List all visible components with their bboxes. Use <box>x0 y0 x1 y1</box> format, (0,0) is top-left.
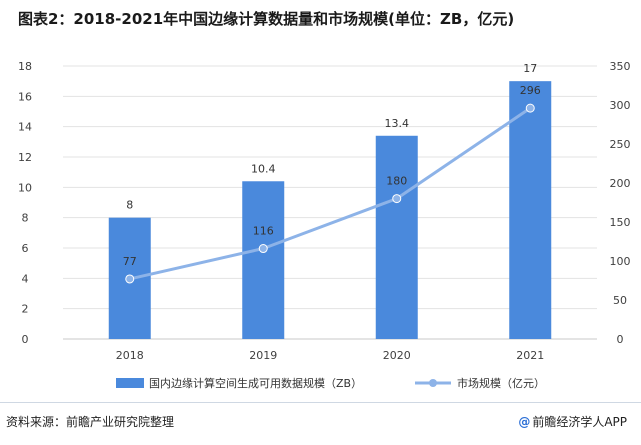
bar-data-label: 17 <box>523 62 537 75</box>
legend-line-marker <box>429 379 437 387</box>
legend-bar-label: 国内边缘计算空间生成可用数据规模（ZB） <box>149 376 362 390</box>
bar <box>509 81 552 340</box>
bar-data-label: 8 <box>126 199 133 212</box>
y-right-tick-label: 200 <box>610 177 631 190</box>
chart-title: 图表2：2018-2021年中国边缘计算数据量和市场规模(单位：ZB，亿元) <box>18 10 515 28</box>
line-data-label: 116 <box>253 225 274 238</box>
x-tick-label: 2020 <box>383 349 411 362</box>
y-left-tick-label: 2 <box>22 303 29 316</box>
y-left-tick-label: 4 <box>22 272 29 285</box>
y-right-tick-label: 50 <box>613 294 627 307</box>
y-left-tick-label: 16 <box>18 90 32 103</box>
y-left-tick-label: 0 <box>22 333 29 346</box>
y-left-tick-label: 8 <box>22 212 29 225</box>
bar-data-label: 13.4 <box>385 117 410 130</box>
y-left-tick-label: 14 <box>18 121 32 134</box>
legend-bar-swatch <box>116 378 144 388</box>
y-left-tick-label: 18 <box>18 60 32 73</box>
y-right-tick-label: 0 <box>617 333 624 346</box>
line-point <box>525 103 535 113</box>
x-tick-label: 2018 <box>116 349 144 362</box>
y-left-tick-label: 10 <box>18 181 32 194</box>
y-right-tick-label: 150 <box>610 216 631 229</box>
line-data-label: 296 <box>520 84 541 97</box>
brand-name: 前瞻经济学人APP <box>532 415 627 429</box>
line-point <box>125 274 135 284</box>
line-point <box>258 244 268 254</box>
source-note: 资料来源：前瞻产业研究院整理 <box>6 415 175 429</box>
x-tick-label: 2019 <box>249 349 277 362</box>
x-tick-label: 2021 <box>516 349 544 362</box>
footer-divider <box>0 402 641 403</box>
line-series <box>128 106 532 281</box>
combo-chart: 0246810121416180501001502002503003502018… <box>18 60 631 390</box>
line-data-label: 77 <box>123 255 137 268</box>
y-left-tick-label: 6 <box>22 242 29 255</box>
bar-data-label: 10.4 <box>251 162 276 175</box>
legend-line-label: 市场规模（亿元） <box>457 376 545 390</box>
y-right-tick-label: 350 <box>610 60 631 73</box>
y-right-tick-label: 250 <box>610 138 631 151</box>
y-right-tick-label: 100 <box>610 255 631 268</box>
bar <box>375 135 418 339</box>
y-left-tick-label: 12 <box>18 151 32 164</box>
brand-logo-icon: @ <box>518 415 531 429</box>
brand-credit: @ 前瞻经济学人APP <box>518 413 627 430</box>
line-point <box>392 194 402 204</box>
bar <box>242 181 285 339</box>
line-data-label: 180 <box>386 175 407 188</box>
y-right-tick-label: 300 <box>610 99 631 112</box>
